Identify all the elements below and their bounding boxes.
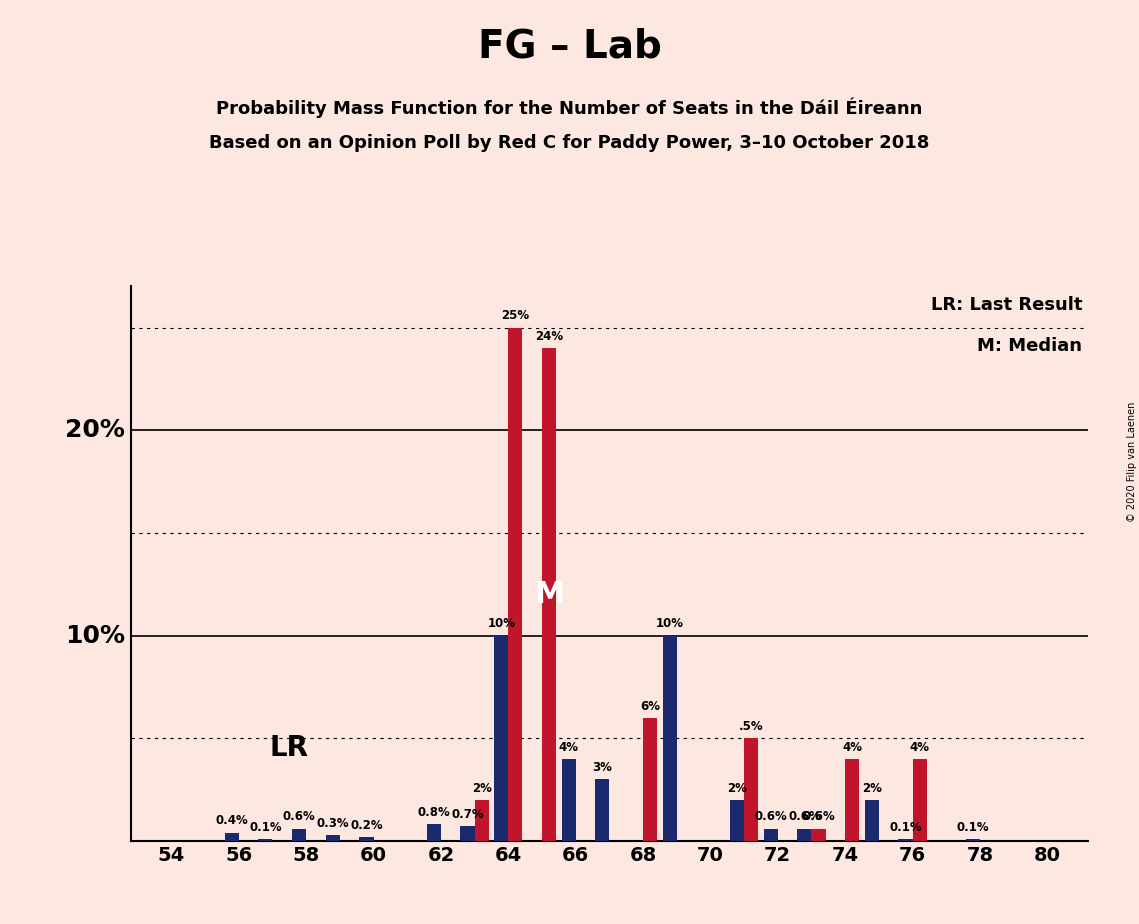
Text: 0.6%: 0.6% [788,810,821,823]
Bar [460,826,475,841]
Text: 2%: 2% [727,782,747,795]
Text: 0.6%: 0.6% [754,810,787,823]
Text: LR: LR [270,735,309,762]
Bar [596,779,609,841]
Text: 6%: 6% [640,699,661,712]
Bar [763,829,778,841]
Text: 4%: 4% [910,740,929,754]
Text: M: Median: M: Median [977,337,1082,355]
Bar [966,839,980,841]
Bar [845,759,859,841]
Bar [865,800,879,841]
Text: 0.4%: 0.4% [215,814,248,828]
Bar [644,718,657,841]
Bar [292,829,306,841]
Text: © 2020 Filip van Laenen: © 2020 Filip van Laenen [1126,402,1137,522]
Text: M: M [534,580,564,609]
Text: 24%: 24% [535,330,563,343]
Bar [899,839,912,841]
Text: 4%: 4% [842,740,862,754]
Text: 4%: 4% [558,740,579,754]
Text: 0.6%: 0.6% [802,810,835,823]
Text: Probability Mass Function for the Number of Seats in the Dáil Éireann: Probability Mass Function for the Number… [216,97,923,117]
Text: 0.3%: 0.3% [317,817,349,830]
Bar [224,833,239,841]
Text: 25%: 25% [501,310,530,322]
Text: 10%: 10% [487,617,515,630]
Bar [542,348,556,841]
Bar [326,834,339,841]
Text: 0.1%: 0.1% [249,821,281,833]
Text: 0.1%: 0.1% [890,821,921,833]
Text: 0.8%: 0.8% [418,807,450,820]
Bar [811,829,826,841]
Text: 0.1%: 0.1% [957,821,989,833]
Text: .5%: .5% [739,720,763,733]
Text: Based on an Opinion Poll by Red C for Paddy Power, 3–10 October 2018: Based on an Opinion Poll by Red C for Pa… [210,134,929,152]
Bar [508,327,523,841]
Text: 10%: 10% [65,624,125,648]
Text: 20%: 20% [65,419,125,443]
Text: 3%: 3% [592,761,613,774]
Bar [730,800,744,841]
Text: LR: Last Result: LR: Last Result [931,296,1082,313]
Text: 0.2%: 0.2% [350,819,383,832]
Text: 2%: 2% [862,782,882,795]
Bar [744,738,759,841]
Bar [360,837,374,841]
Text: 10%: 10% [656,617,683,630]
Bar [427,824,441,841]
Text: FG – Lab: FG – Lab [477,28,662,66]
Bar [562,759,575,841]
Text: 0.7%: 0.7% [451,808,484,821]
Bar [797,829,811,841]
Bar [494,636,508,841]
Bar [475,800,489,841]
Bar [663,636,677,841]
Bar [259,839,272,841]
Text: 0.6%: 0.6% [282,810,316,823]
Text: 2%: 2% [472,782,492,795]
Bar [912,759,927,841]
